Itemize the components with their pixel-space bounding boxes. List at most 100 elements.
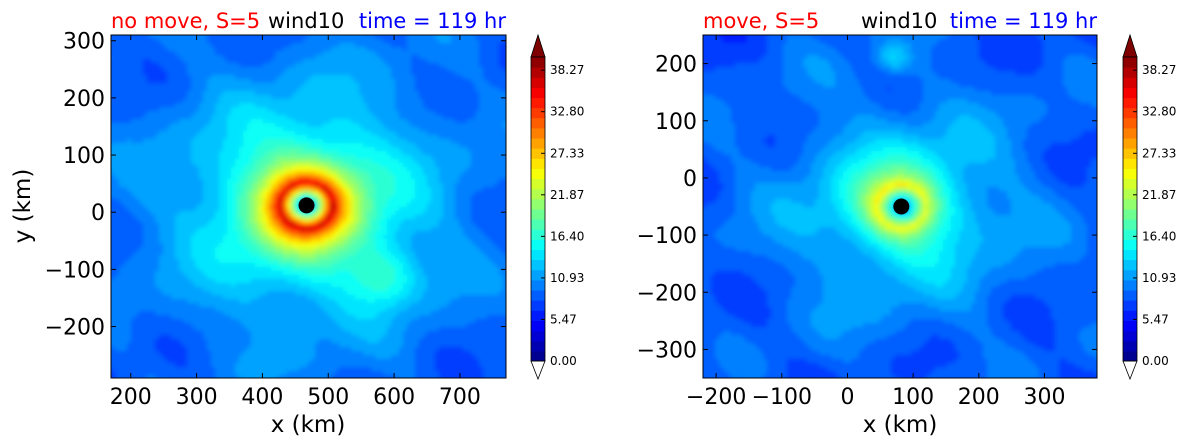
colorbar-tick-label: 0.00 [550, 354, 577, 368]
right-colorbar: 0.00 5.47 10.93 16.40 21.87 27.33 32.80 38.27 [1122, 33, 1176, 381]
colorbar-level [1123, 239, 1137, 251]
y-tick-label: 300 [63, 30, 105, 55]
storm-center-marker [298, 197, 315, 214]
left-xlabel: x (km) [271, 412, 346, 438]
colorbar-tick-label: 0.00 [1142, 354, 1169, 368]
colorbar-level [1123, 57, 1137, 68]
y-tick-label: 100 [655, 110, 697, 135]
y-tick-label: −200 [45, 316, 105, 341]
colorbar-tick-label: 27.33 [550, 146, 584, 160]
colorbar-level [531, 107, 545, 119]
colorbar-tick-label: 21.87 [550, 188, 584, 202]
right-chart-svg: move, S=5 wind10 time = 119 hr −200 −100 0… [637, 9, 1177, 438]
colorbar-level [531, 219, 545, 230]
colorbar-level [1123, 138, 1137, 149]
colorbar-level [1123, 249, 1137, 261]
colorbar-level [1123, 107, 1137, 119]
right-xlabel: x (km) [863, 412, 938, 438]
colorbar-level [531, 138, 545, 149]
colorbar-level [1123, 229, 1137, 240]
right-title-right: time = 119 hr [950, 9, 1097, 33]
colorbar-level [531, 239, 545, 251]
colorbar-level [531, 67, 545, 78]
colorbar-extend-min [530, 360, 546, 381]
colorbar-level [1123, 117, 1137, 129]
colorbar-level [531, 127, 545, 139]
colorbar-level [531, 148, 545, 159]
colorbar-level [531, 300, 545, 311]
right-title-center: wind10 [861, 9, 937, 33]
left-chart-svg: no move, S=5 wind10 time = 119 hr 200 300… [10, 9, 584, 438]
colorbar-level [531, 259, 545, 271]
colorbar-level [1123, 148, 1137, 159]
left-panel: no move, S=5 wind10 time = 119 hr 200 300… [10, 9, 584, 438]
colorbar-frame [1122, 56, 1138, 362]
y-tick-label: −200 [637, 281, 697, 306]
colorbar-level [1123, 158, 1137, 169]
colorbar-tick-label: 38.27 [550, 63, 584, 77]
colorbar-level [531, 279, 545, 291]
left-title-center: wind10 [268, 9, 344, 33]
colorbar-level [531, 97, 545, 109]
colorbar-tick-label: 21.87 [1142, 188, 1176, 202]
colorbar-extend-min [1122, 360, 1138, 381]
plot-frame [702, 34, 1098, 379]
x-tick-label: 200 [958, 385, 1000, 410]
x-tick-label: 0 [840, 385, 854, 410]
colorbar-tick-label: 5.47 [550, 312, 577, 326]
colorbar-level [1123, 340, 1137, 352]
colorbar-level [1123, 127, 1137, 139]
x-tick-label: 300 [1023, 385, 1065, 410]
right-panel: move, S=5 wind10 time = 119 hr −200 −100 0… [595, 0, 1190, 447]
colorbar-level [1123, 97, 1137, 109]
colorbar-level [1123, 300, 1137, 311]
left-title-left: no move, S=5 [111, 9, 260, 33]
y-tick-label: −300 [637, 338, 697, 363]
y-tick-label: −100 [45, 258, 105, 283]
colorbar-level [531, 320, 545, 332]
y-tick-label: 0 [683, 167, 697, 192]
colorbar-level [1123, 198, 1137, 210]
colorbar-level [531, 198, 545, 210]
colorbar-level [531, 310, 545, 321]
y-tick-label: 100 [63, 144, 105, 169]
colorbar-level [531, 340, 545, 352]
left-colorbar: 0.00 5.47 10.93 16.40 21.87 27.33 32.80 38.27 [530, 33, 584, 381]
plot-frame [110, 34, 507, 379]
right-chart-title: move, S=5 wind10 time = 119 hr [703, 9, 1097, 33]
colorbar-tick-label: 5.47 [1142, 312, 1169, 326]
x-tick-label: 100 [892, 385, 934, 410]
heatmap-cells [111, 35, 506, 378]
colorbar-level [1123, 279, 1137, 291]
colorbar-level [1123, 178, 1137, 190]
colorbar-tick-label: 32.80 [550, 105, 584, 119]
colorbar-level [531, 158, 545, 169]
x-tick-label: 700 [439, 385, 481, 410]
colorbar-level [1123, 67, 1137, 78]
colorbar-level [531, 229, 545, 240]
heatmap-cells [703, 35, 1097, 378]
y-tick-label: 200 [63, 87, 105, 112]
colorbar-tick-label: 32.80 [1142, 105, 1176, 119]
y-tick-label: −100 [637, 224, 697, 249]
colorbar-level [531, 269, 545, 281]
colorbar-level [1123, 87, 1137, 99]
colorbar-level [531, 188, 545, 200]
left-chart-title: no move, S=5 wind10 time = 119 hr [111, 9, 506, 33]
x-tick-label: 400 [241, 385, 283, 410]
x-tick-label: 600 [373, 385, 415, 410]
colorbar-tick-label: 27.33 [1142, 146, 1176, 160]
colorbar-level [531, 117, 545, 129]
x-tick-label: 500 [307, 385, 349, 410]
colorbar-level [1123, 310, 1137, 321]
colorbar-level [1123, 290, 1137, 301]
colorbar-level [531, 330, 545, 342]
colorbar-tick-label: 38.27 [1142, 63, 1176, 77]
colorbar-tick-label: 10.93 [550, 271, 584, 285]
colorbar-level [531, 249, 545, 261]
left-heatmap-plot [111, 35, 506, 378]
colorbar-level [531, 87, 545, 99]
colorbar-extend-max [1122, 33, 1138, 58]
right-title-left: move, S=5 [703, 9, 819, 33]
